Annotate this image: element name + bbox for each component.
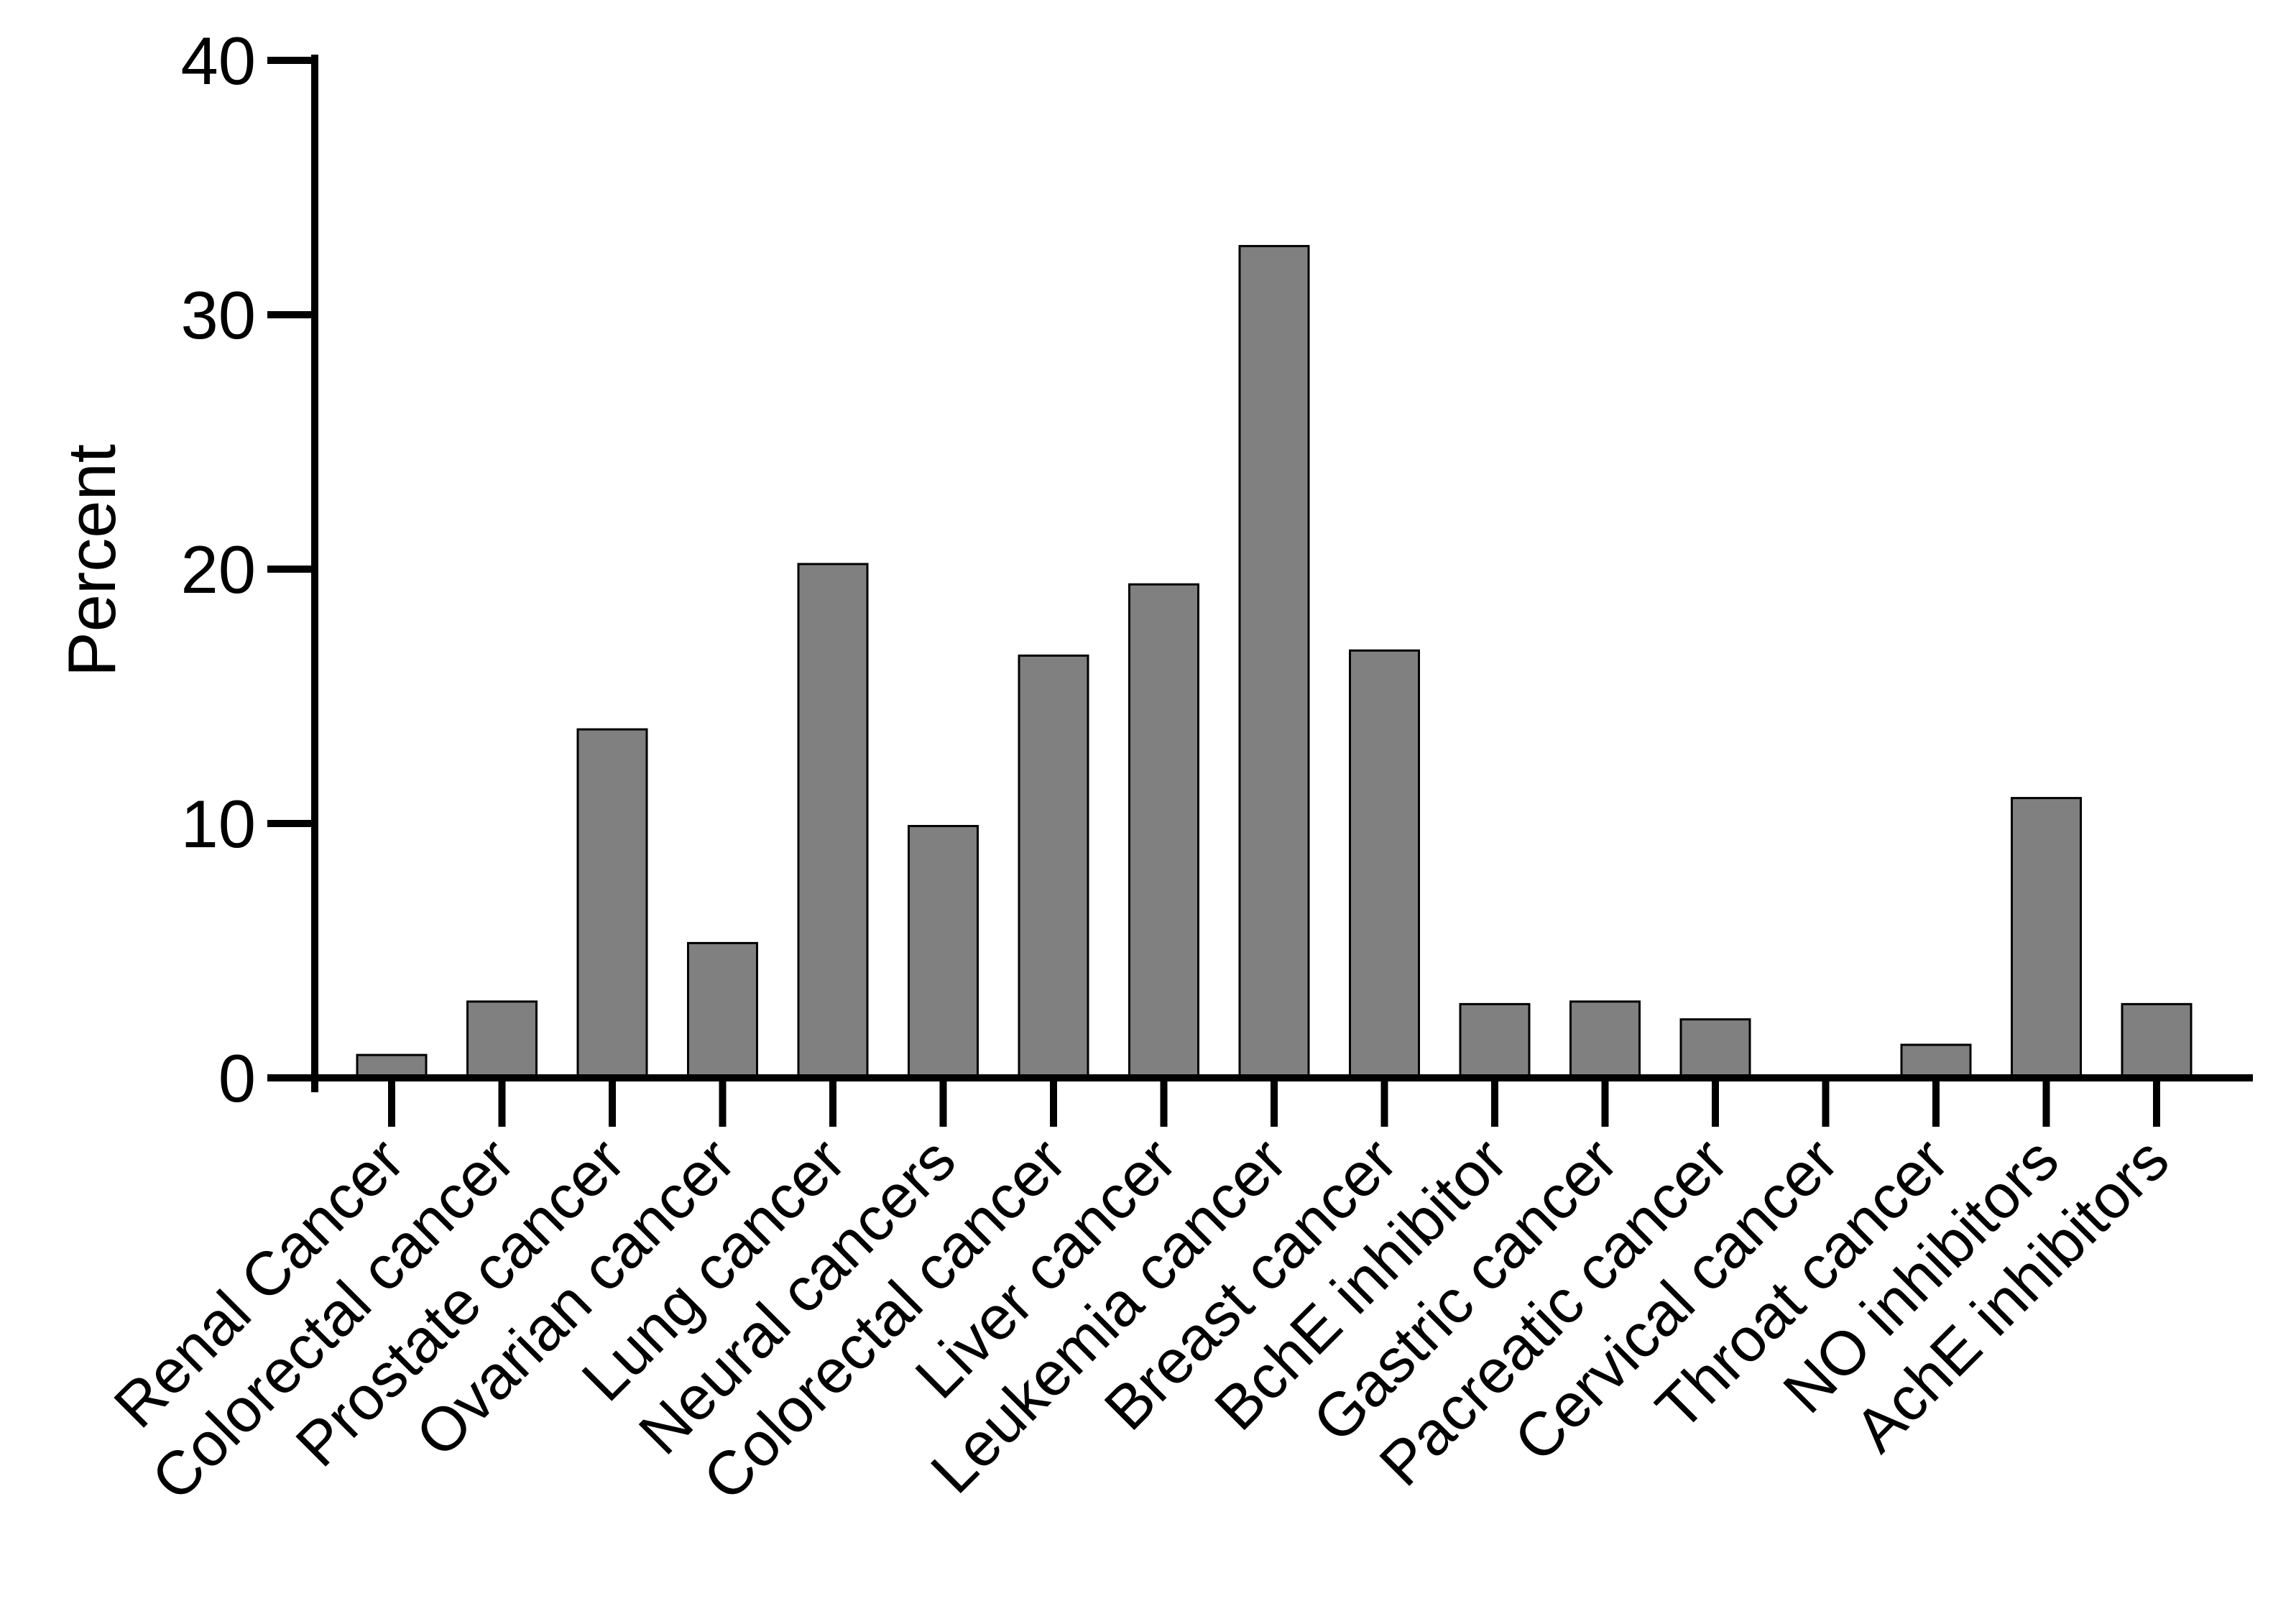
bar — [1238, 244, 1310, 1079]
bar — [908, 825, 979, 1079]
x-axis-ticks — [388, 1078, 2160, 1127]
bar — [1679, 1018, 1751, 1079]
y-axis-ticks: 0 10 20 30 40 — [180, 23, 315, 1116]
y-tick-label: 40 — [180, 23, 256, 98]
bars — [356, 244, 2193, 1079]
bar — [2121, 1002, 2193, 1079]
y-tick-label: 20 — [180, 532, 256, 607]
y-tick-label: 10 — [180, 786, 256, 862]
bar — [1349, 649, 1420, 1079]
y-tick-label: 30 — [180, 277, 256, 353]
bar — [687, 941, 758, 1079]
bar — [1128, 583, 1199, 1079]
bar — [2011, 797, 2082, 1079]
bar — [1569, 1000, 1641, 1079]
bar — [1900, 1043, 1972, 1079]
bar — [466, 1000, 538, 1079]
bar — [1018, 654, 1089, 1079]
bar — [576, 728, 648, 1079]
bar — [797, 563, 869, 1079]
y-tick-label: 0 — [218, 1041, 256, 1116]
y-axis-title: Percent — [54, 444, 129, 677]
bar — [1459, 1002, 1531, 1079]
